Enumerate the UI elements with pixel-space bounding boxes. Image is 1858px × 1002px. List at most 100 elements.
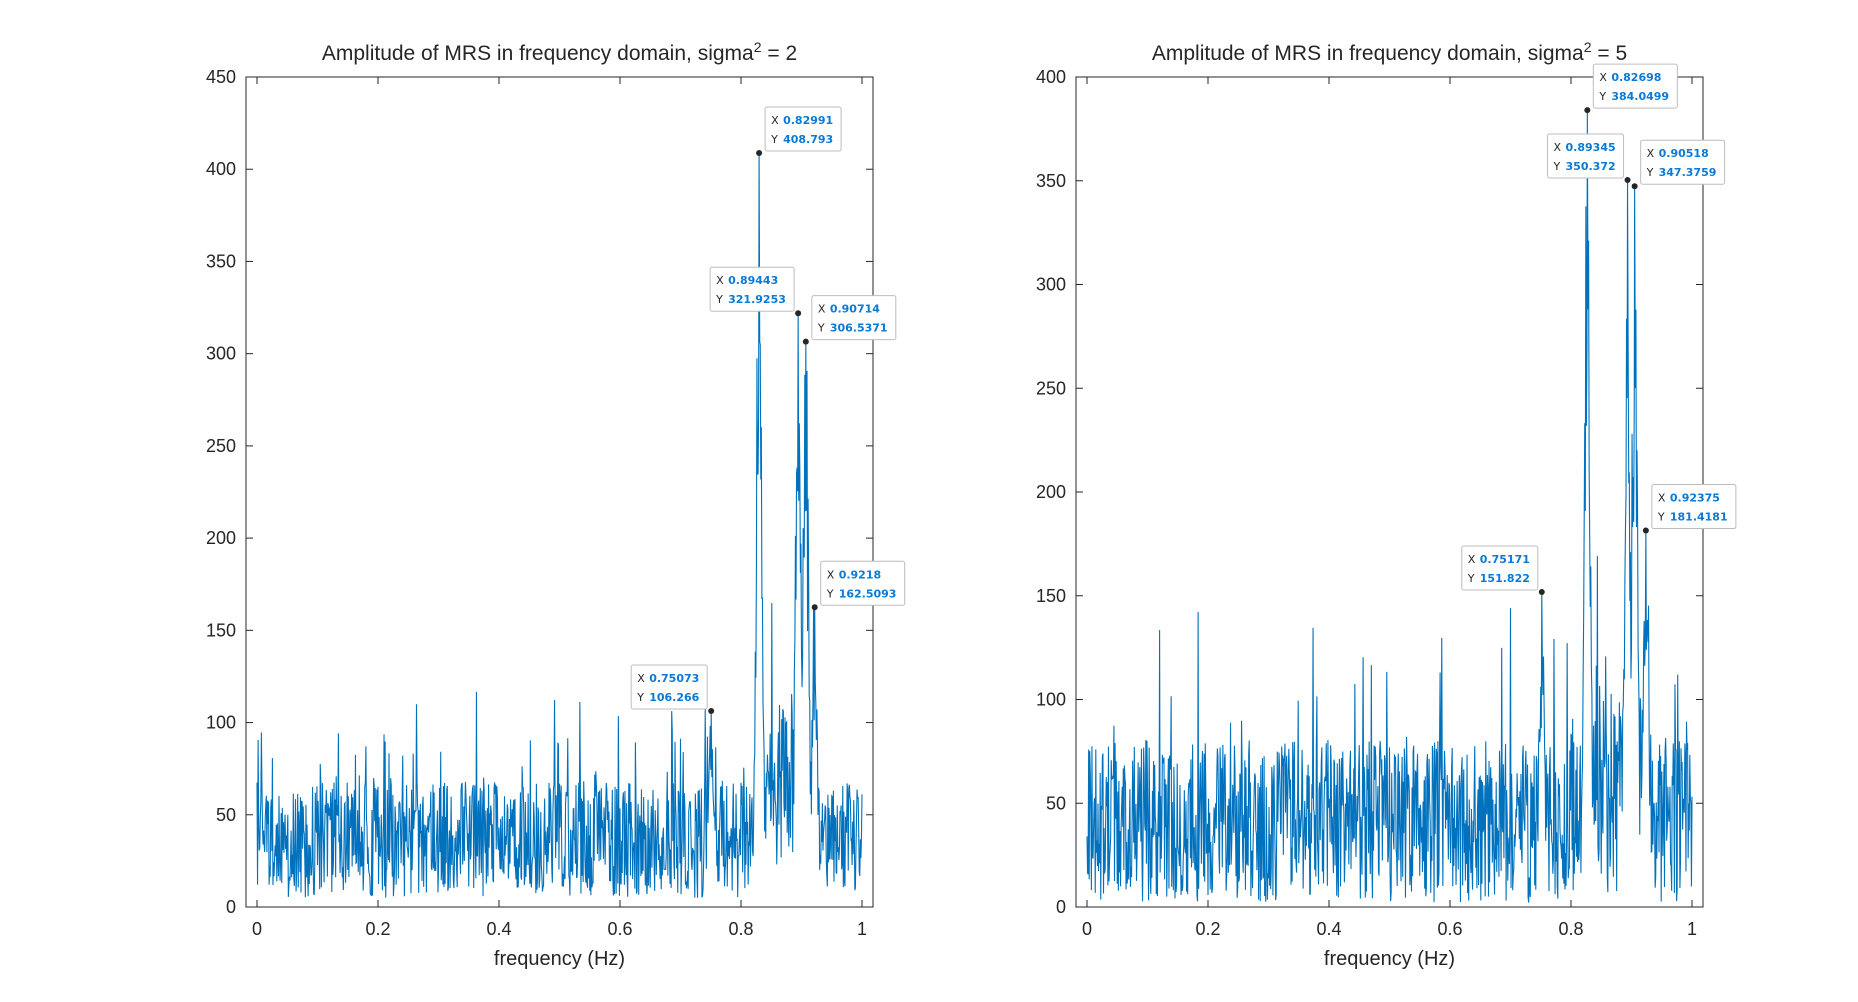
datatip-x-value: 0.82991 xyxy=(783,114,833,127)
x-tick-label: 0.2 xyxy=(365,919,390,939)
datatip-y-key: Y xyxy=(826,587,834,600)
datatip-x-value: 0.75171 xyxy=(1480,553,1530,566)
x-tick-label: 0.8 xyxy=(728,919,753,939)
right-chart: Amplitude of MRS in frequency domain, si… xyxy=(1036,39,1737,970)
axes-box xyxy=(245,76,874,908)
chart-title-suffix: = 5 xyxy=(1592,42,1628,65)
datatip-y-value: 350.372 xyxy=(1566,160,1616,173)
chart-title-superscript: 2 xyxy=(1584,39,1592,55)
datatip[interactable]: X 0.75073 Y 106.266 xyxy=(630,664,715,714)
datatip-x-value: 0.90714 xyxy=(830,303,880,316)
y-tick-label: 50 xyxy=(1046,793,1066,813)
datatip-box xyxy=(1592,63,1678,109)
datatip-box xyxy=(1547,133,1625,179)
datatip-y-value: 106.266 xyxy=(649,691,699,704)
datatip-y-value: 347.3759 xyxy=(1659,166,1717,179)
datatip-x-key: X xyxy=(1658,492,1666,505)
datatip-y-key: Y xyxy=(1467,572,1475,585)
datatip[interactable]: X 0.75171 Y 151.822 xyxy=(1461,545,1545,595)
datatip-x-key: X xyxy=(827,568,835,581)
datatip-x-key: X xyxy=(771,114,779,127)
chart-title-main: Amplitude of MRS in frequency domain, si… xyxy=(322,42,754,65)
chart-title: Amplitude of MRS in frequency domain, si… xyxy=(1152,39,1627,65)
y-tick-label: 200 xyxy=(1036,482,1066,502)
datatip-marker xyxy=(1624,176,1631,183)
datatip-box xyxy=(820,560,906,606)
datatip-y-key: Y xyxy=(770,133,778,146)
datatip-x-key: X xyxy=(1554,141,1562,154)
datatip-box xyxy=(1651,484,1737,530)
datatip-marker xyxy=(1642,527,1649,534)
datatip[interactable]: X 0.92375 Y 181.4181 xyxy=(1642,484,1737,534)
datatip-y-value: 408.793 xyxy=(783,133,833,146)
datatip[interactable]: X 0.82991 Y 408.793 xyxy=(756,106,842,157)
datatip-x-key: X xyxy=(1647,147,1655,160)
datatip-y-key: Y xyxy=(636,691,644,704)
datatip-x-value: 0.92375 xyxy=(1670,492,1720,505)
datatip-y-key: Y xyxy=(1598,90,1606,103)
x-tick-label: 1 xyxy=(857,919,867,939)
datatip-marker xyxy=(811,604,818,611)
y-tick-label: 400 xyxy=(1036,67,1066,87)
datatip-x-value: 0.89345 xyxy=(1566,141,1616,154)
chart-title-suffix: = 2 xyxy=(762,42,798,65)
y-tick-label: 450 xyxy=(206,67,236,87)
datatip[interactable]: X 0.90714 Y 306.5371 xyxy=(802,295,897,345)
y-tick-label: 400 xyxy=(206,159,236,179)
datatip-y-key: Y xyxy=(817,322,825,335)
datatip-y-value: 151.822 xyxy=(1480,572,1530,585)
datatip-x-value: 0.89443 xyxy=(728,274,778,287)
datatip-y-key: Y xyxy=(1646,166,1654,179)
y-tick-label: 300 xyxy=(206,344,236,364)
datatip-box xyxy=(811,295,897,341)
y-tick-label: 200 xyxy=(206,528,236,548)
datatip-box xyxy=(630,664,708,710)
datatip[interactable]: X 0.90518 Y 347.3759 xyxy=(1631,139,1726,190)
x-tick-label: 0.6 xyxy=(1437,919,1462,939)
y-tick-label: 100 xyxy=(206,713,236,733)
y-tick-label: 150 xyxy=(206,620,236,640)
datatip-marker xyxy=(802,338,809,345)
x-tick-label: 0.2 xyxy=(1195,919,1220,939)
datatip-box xyxy=(764,106,842,152)
datatip-x-key: X xyxy=(637,672,645,685)
chart-title: Amplitude of MRS in frequency domain, si… xyxy=(322,39,797,65)
x-tick-label: 0.8 xyxy=(1558,919,1583,939)
datatip-x-value: 0.90518 xyxy=(1659,147,1709,160)
y-tick-label: 50 xyxy=(216,805,236,825)
y-tick-label: 350 xyxy=(1036,171,1066,191)
datatip-marker xyxy=(1538,588,1545,595)
datatip[interactable]: X 0.89443 Y 321.9253 xyxy=(709,266,802,317)
datatip-y-key: Y xyxy=(715,293,723,306)
datatip-marker xyxy=(708,707,715,714)
datatip-y-key: Y xyxy=(1553,160,1561,173)
y-tick-label: 350 xyxy=(206,251,236,271)
x-tick-label: 1 xyxy=(1687,919,1697,939)
series-line xyxy=(256,152,863,898)
datatip[interactable]: X 0.89345 Y 350.372 xyxy=(1547,133,1631,183)
x-tick-label: 0 xyxy=(1082,919,1092,939)
datatip-x-value: 0.9218 xyxy=(839,568,881,581)
chart-title-main: Amplitude of MRS in frequency domain, si… xyxy=(1152,42,1584,65)
datatip-marker xyxy=(756,150,763,157)
datatip-x-key: X xyxy=(818,303,826,316)
datatip-x-key: X xyxy=(1468,553,1476,566)
x-tick-label: 0 xyxy=(252,919,262,939)
datatip-x-value: 0.82698 xyxy=(1611,71,1661,84)
datatip-box xyxy=(709,266,795,312)
x-axis-label: frequency (Hz) xyxy=(494,948,625,970)
y-tick-label: 0 xyxy=(1056,897,1066,917)
y-tick-label: 0 xyxy=(226,897,236,917)
datatip-y-key: Y xyxy=(1657,511,1665,524)
datatip-y-value: 321.9253 xyxy=(728,293,786,306)
y-tick-label: 250 xyxy=(206,436,236,456)
datatip-y-value: 384.0499 xyxy=(1611,90,1669,103)
datatip-y-value: 162.5093 xyxy=(839,587,897,600)
y-tick-label: 250 xyxy=(1036,378,1066,398)
x-tick-label: 0.6 xyxy=(607,919,632,939)
datatip[interactable]: X 0.9218 Y 162.5093 xyxy=(811,560,906,611)
datatip[interactable]: X 0.82698 Y 384.0499 xyxy=(1584,63,1678,114)
datatip-box xyxy=(1461,545,1539,591)
datatip-marker xyxy=(1631,183,1638,190)
